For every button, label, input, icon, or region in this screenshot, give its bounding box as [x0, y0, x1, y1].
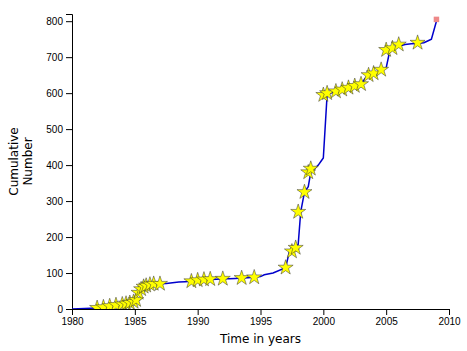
line: [72, 21, 436, 309]
marks: [72, 17, 439, 309]
y-tick: 0: [57, 304, 72, 315]
x-axis-line: [73, 310, 450, 316]
y-tick-mark: [66, 21, 72, 22]
x-tick-mark: [198, 309, 199, 315]
y-tick-label: 600: [46, 88, 63, 99]
y-tick-label: 700: [46, 52, 63, 63]
y-tick: 500: [46, 124, 72, 135]
y-tick: 700: [46, 52, 72, 63]
star-marker: [303, 161, 318, 175]
x-tick-label: 1990: [187, 316, 210, 327]
y-tick-mark: [66, 93, 72, 94]
y-tick-mark: [66, 309, 72, 310]
x-tick-mark: [449, 309, 450, 315]
x-tick-label: 2010: [438, 316, 461, 327]
x-tick-label: 1980: [61, 316, 84, 327]
x-tick-mark: [386, 309, 387, 315]
x-tick-mark: [261, 309, 262, 315]
end-marker: [434, 17, 439, 22]
star-marker: [247, 269, 262, 283]
y-tick-mark: [66, 165, 72, 166]
y-tick-label: 400: [46, 160, 63, 171]
star-marker: [374, 62, 389, 76]
x-tick-label: 1985: [124, 316, 147, 327]
star-marker: [391, 37, 406, 51]
star-marker: [203, 271, 218, 285]
y-tick: 600: [46, 88, 72, 99]
y-tick-label: 300: [46, 196, 63, 207]
y-tick: 400: [46, 160, 72, 171]
star-marker: [297, 184, 312, 198]
y-tick-mark: [66, 57, 72, 58]
star-marker: [320, 85, 335, 99]
y-tick: 300: [46, 196, 72, 207]
y-axis-title-line: Number: [21, 137, 35, 185]
chart: 1980 1985 1990 1995 2000 2005 2010 0 100 200 300 40…: [0, 0, 467, 351]
star-marker: [234, 270, 249, 284]
x-tick-label: 1995: [250, 316, 273, 327]
y-tick-label: 0: [57, 304, 63, 315]
x-tick: 1990: [187, 309, 210, 327]
y-tick-mark: [66, 129, 72, 130]
x-tick: 2005: [376, 309, 399, 327]
y-tick-label: 100: [46, 268, 63, 279]
y-axis: 0 100 200 300 400 500 600 700 800: [46, 15, 72, 315]
plot: 1980 1985 1990 1995 2000 2005 2010 0 100 200 300 40…: [46, 15, 461, 328]
y-tick-label: 800: [46, 16, 63, 27]
x-tick: 1985: [124, 309, 147, 327]
star-marker: [410, 35, 425, 49]
x-axis-title: Time in years: [219, 332, 301, 346]
y-tick: 200: [46, 232, 72, 243]
x-axis: 1980 1985 1990 1995 2000 2005 2010: [61, 309, 461, 327]
y-tick: 800: [46, 16, 72, 27]
x-tick: 1995: [250, 309, 273, 327]
y-tick-mark: [66, 237, 72, 238]
x-tick: 2010: [438, 309, 461, 327]
y-axis-title: CumulativeNumber: [7, 127, 35, 196]
star-marker: [152, 276, 167, 290]
y-tick: 100: [46, 268, 72, 279]
x-tick-mark: [135, 309, 136, 315]
y-axis-title-line: Cumulative: [7, 127, 21, 196]
x-tick: 2000: [313, 309, 336, 327]
x-tick-label: 2005: [376, 316, 399, 327]
star-marker: [291, 204, 306, 218]
x-tick-label: 2000: [313, 316, 336, 327]
y-tick-label: 200: [46, 232, 63, 243]
star-marker: [278, 260, 293, 274]
y-tick-mark: [66, 273, 72, 274]
y-tick-mark: [66, 201, 72, 202]
star-marker: [288, 240, 303, 254]
y-tick-label: 500: [46, 124, 63, 135]
x-tick: 1980: [61, 309, 84, 327]
y-axis-line: [66, 15, 73, 310]
star-marker: [215, 271, 230, 285]
x-tick-mark: [323, 309, 324, 315]
